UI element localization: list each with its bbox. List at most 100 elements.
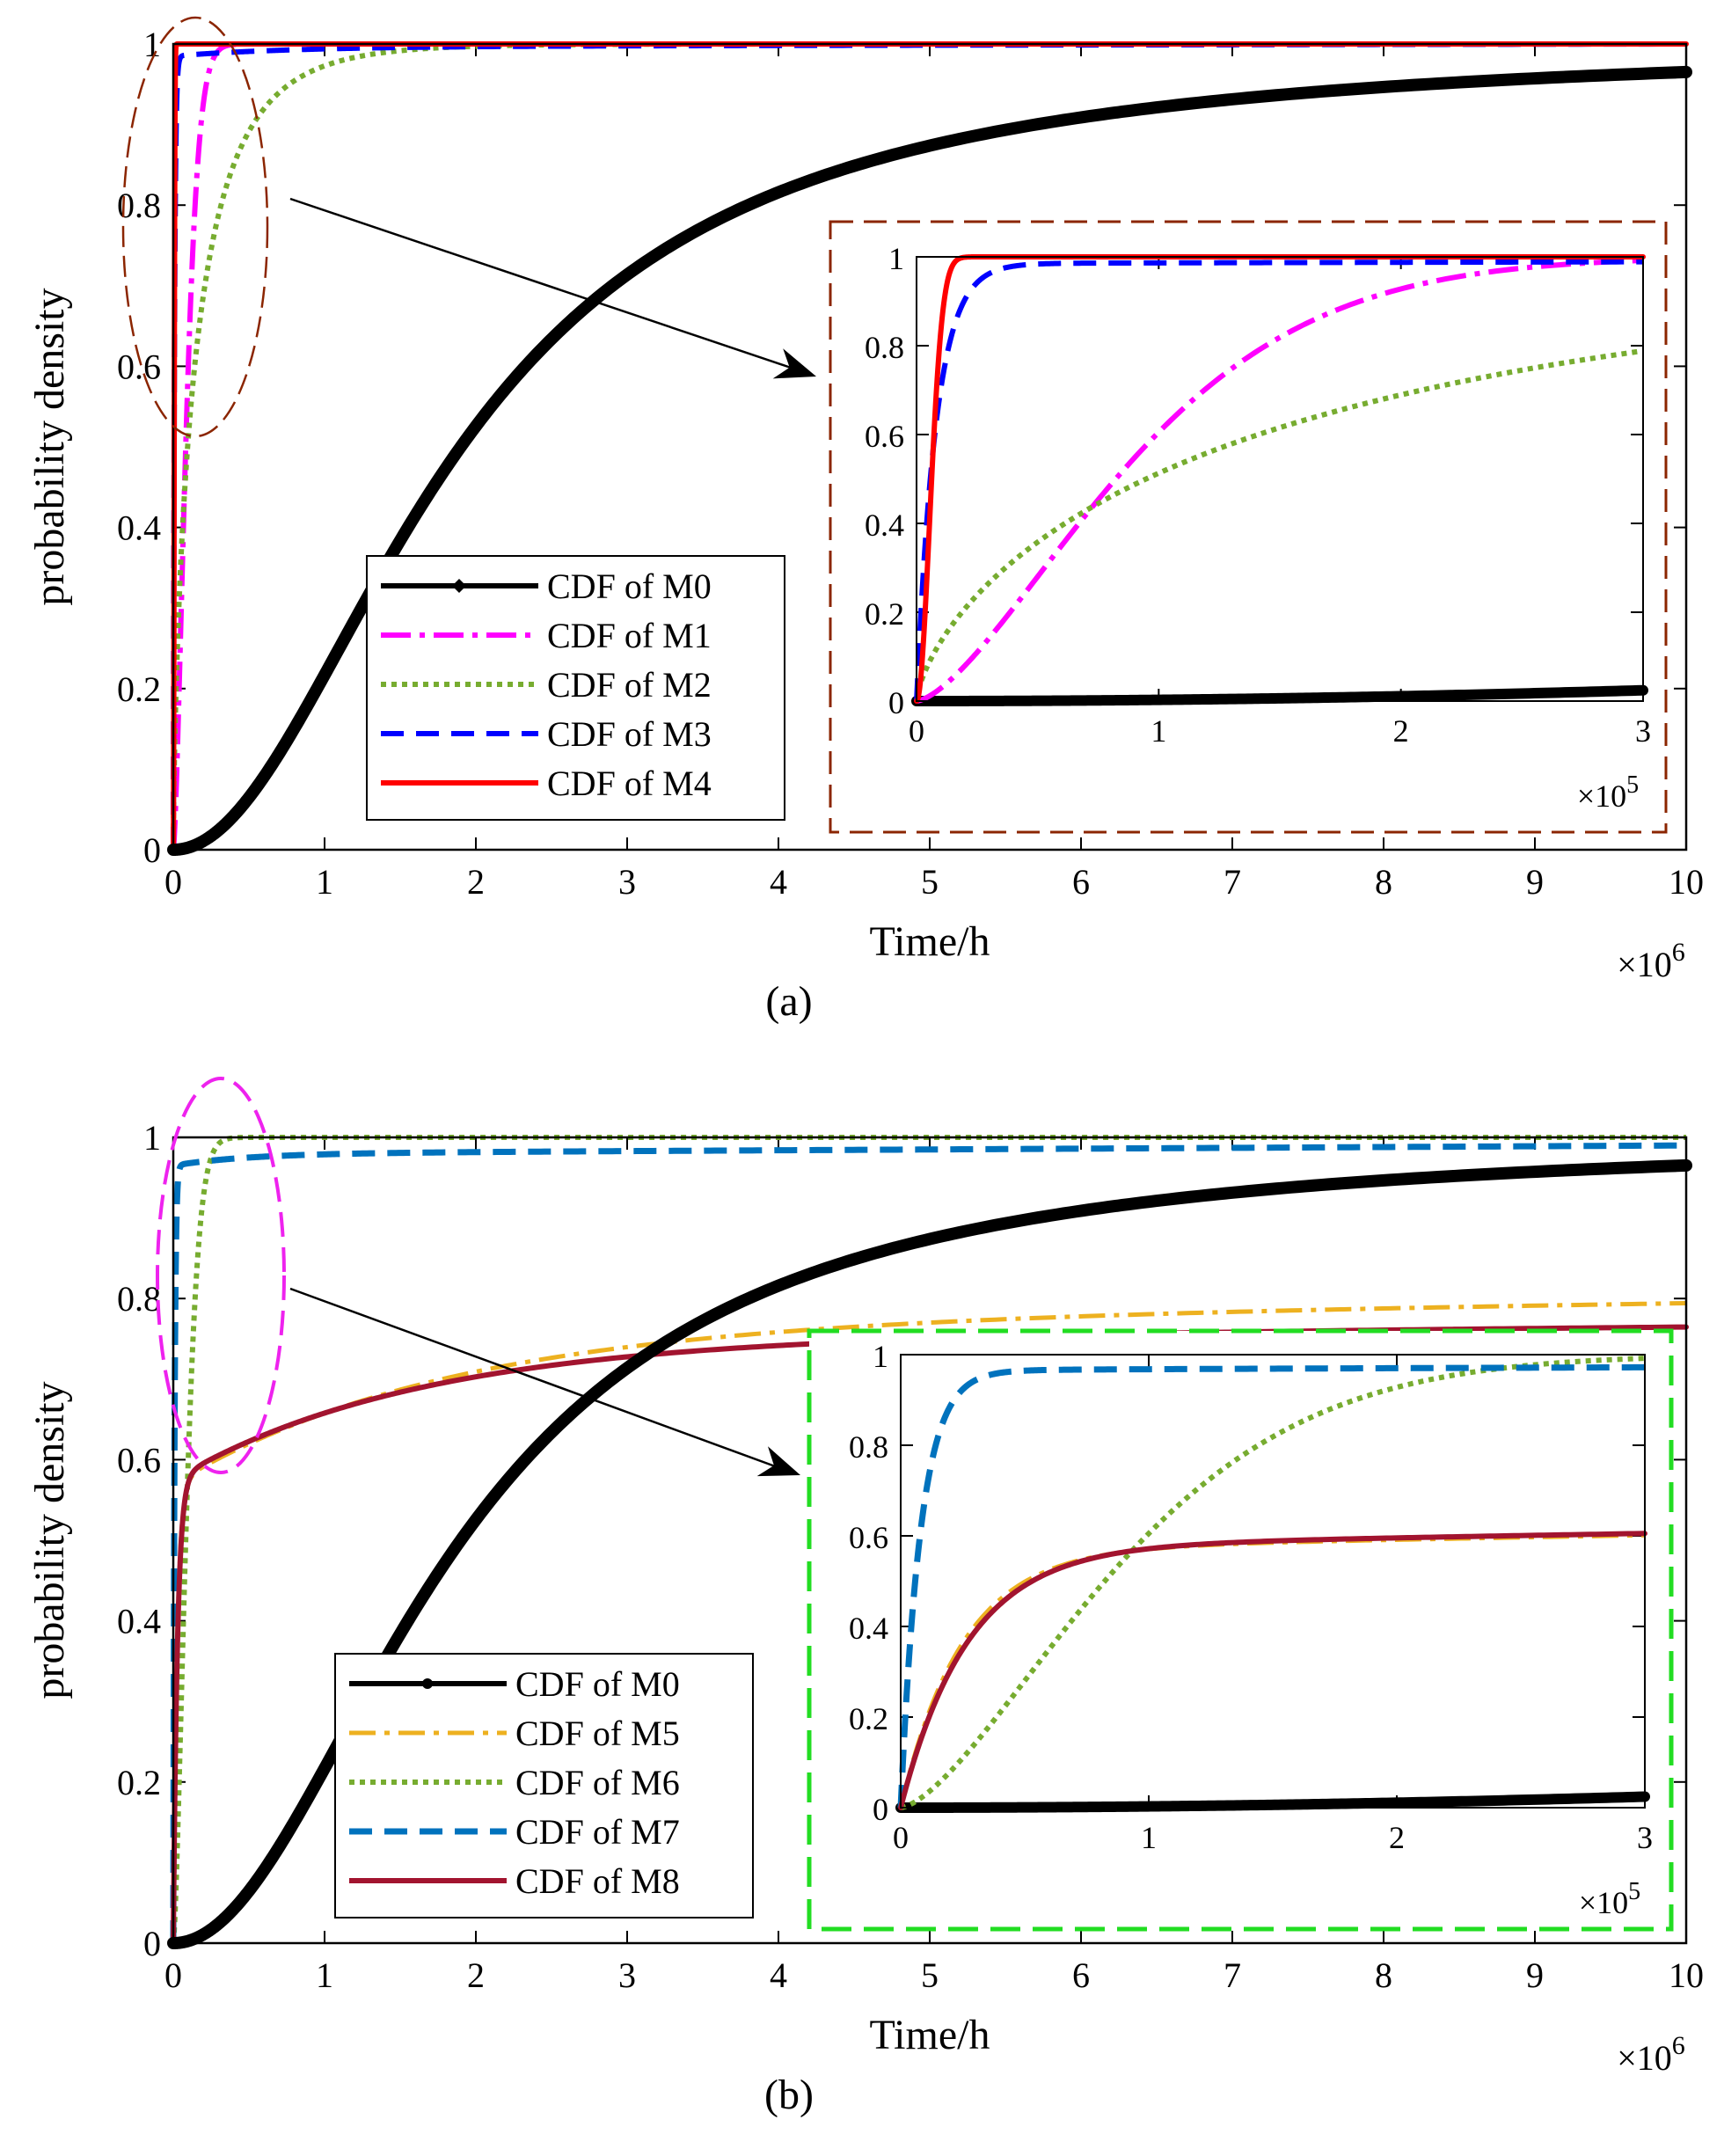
panel-b-x-multiplier: ×106: [1617, 2031, 1685, 2078]
panel-b-xtick-label: 5: [921, 1955, 939, 1995]
panel-a-highlight-ellipse: [121, 16, 269, 438]
panel-b-inset-ytick-label: 0.8: [849, 1429, 888, 1465]
panel-b-inset-axes-frame: [900, 1354, 1646, 1809]
panel-a-xtick-label: 4: [770, 862, 787, 902]
panel-b-zoom-arrow: [289, 1287, 778, 1469]
panel-a-ylabel: probability density: [26, 288, 73, 605]
panel-b-highlight-ellipse: [156, 1077, 286, 1474]
panel-b-xtick-label: 0: [164, 1955, 182, 1995]
panel-b-inset-ytick-label: 0.2: [849, 1701, 888, 1736]
panel-b-inset-series-cdf-of-m7: [897, 1363, 1646, 1811]
panel-b-ytick-label: 0.2: [117, 1763, 161, 1802]
panel-b-legend-label: CDF of M6: [515, 1763, 680, 1802]
panel-a-ytick-label: 0.4: [117, 508, 161, 548]
panel-a-ytick-label: 1: [143, 25, 161, 64]
panel-b-legend-label: CDF of M8: [515, 1861, 680, 1901]
panel-a-inset-series-cdf-of-m1: [914, 258, 1644, 704]
panel-b-ytick-label: 0.6: [117, 1440, 161, 1480]
panel-b-x-multiplier-exp: 6: [1672, 2031, 1685, 2060]
panel-b-xtick-label: 6: [1072, 1955, 1090, 1995]
panel-b-legend-marker: [422, 1678, 433, 1689]
panel-b-ytick-label: 0.4: [117, 1602, 161, 1641]
panel-a-inset-ytick-label: 0.4: [865, 508, 904, 543]
panel-b-ylabel: probability density: [26, 1381, 73, 1699]
panel-a-xtick-label: 5: [921, 862, 939, 902]
panel-b-legend-label: CDF of M7: [515, 1812, 680, 1852]
panel-a-xtick-label: 2: [467, 862, 485, 902]
panel-b-ytick-label: 1: [143, 1118, 161, 1158]
panel-a-xtick-label: 3: [618, 862, 636, 902]
panel-b-xtick-label: 4: [770, 1955, 787, 1995]
panel-b-axes-frame: [172, 1136, 1688, 1945]
panel-b-xtick-label: 9: [1526, 1955, 1544, 1995]
panel-a-zoom-arrow: [289, 197, 794, 370]
panel-a-inset-ytick-label: 0: [888, 685, 904, 720]
panel-a-zoom-arrowhead: [772, 348, 816, 379]
panel-b-inset-xtick-label: 1: [1141, 1820, 1157, 1855]
panel-b-xtick-label: 10: [1669, 1955, 1704, 1995]
panel-b-legend-box: [334, 1653, 754, 1918]
panel-b-inset-ytick-label: 0.4: [849, 1611, 888, 1646]
panel-b-xtick-label: 8: [1375, 1955, 1392, 1995]
panel-b-ytick-label: 0.8: [117, 1279, 161, 1319]
panel-a-legend-label: CDF of M2: [547, 665, 712, 705]
panel-b: 0 1 2 3 4 5 6 7 8 9 1000.20.40.60.81Time/hprobabil…: [26, 1077, 1704, 2118]
panel-b-zoom-arrowhead: [756, 1446, 800, 1477]
panel-a-xtick-label: 1: [316, 862, 333, 902]
panel-b-legend-label: CDF of M5: [515, 1714, 680, 1753]
panel-b-inset-ytick-label: 1: [873, 1339, 888, 1374]
panel-a-inset-xtick-label: 0: [909, 713, 924, 749]
panel-b-inset-x-multiplier-exp: 5: [1628, 1878, 1640, 1905]
panel-b-inset-plot-area: [901, 1355, 1645, 1808]
panel-a-xtick-label: 9: [1526, 862, 1544, 902]
panel-a-legend-label: CDF of M3: [547, 714, 712, 754]
panel-a-inset-xtick-label: 2: [1393, 713, 1409, 749]
panel-b-inset-series-cdf-of-m8: [898, 1531, 1647, 1810]
panel-a-legend-marker: [452, 579, 466, 593]
panel-b-series-cdf-of-m7: [170, 1142, 1687, 1947]
panel-a-xtick-label: 10: [1669, 862, 1704, 902]
panel-a-x-multiplier: ×106: [1617, 938, 1685, 984]
panel-a: 0 1 2 3 4 5 6 7 8 9 1000.20.40.60.81Time/hprobabil…: [26, 16, 1704, 1025]
panel-a-inset-ytick-label: 1: [888, 241, 904, 276]
panel-a-inset-ytick-label: 0.6: [865, 419, 904, 454]
panel-a-xtick-label: 6: [1072, 862, 1090, 902]
panel-b-inset-ytick-label: 0.6: [849, 1520, 888, 1555]
panel-b-xtick-label: 7: [1224, 1955, 1241, 1995]
panel-a-xtick-label: 8: [1375, 862, 1392, 902]
panel-b-xtick-label: 3: [618, 1955, 636, 1995]
panel-a-legend-label: CDF of M4: [547, 764, 712, 803]
panel-a-axes-frame: [172, 42, 1688, 851]
panel-a-inset-x-multiplier-exp: 5: [1626, 771, 1639, 799]
panel-a-legend-box: [366, 555, 785, 821]
panel-b-caption: (b): [764, 2072, 814, 2118]
panel-a-inset-xtick-label: 3: [1635, 713, 1651, 749]
panel-a-legend-label: CDF of M0: [547, 566, 712, 606]
panel-a-caption: (a): [765, 978, 812, 1025]
panel-b-ytick-label: 0: [143, 1924, 161, 1963]
panel-a-ytick-label: 0: [143, 830, 161, 870]
panel-a-inset-series-cdf-of-m3: [914, 259, 1644, 704]
panel-a-inset-axes-frame: [916, 256, 1644, 702]
panel-b-xlabel: Time/h: [870, 2012, 990, 2058]
panel-a-inset-ytick-label: 0.8: [865, 330, 904, 365]
panel-b-xtick-label: 2: [467, 1955, 485, 1995]
panel-a-xlabel: Time/h: [870, 918, 990, 965]
panel-b-legend-label: CDF of M0: [515, 1664, 680, 1704]
panel-a-xtick-label: 0: [164, 862, 182, 902]
panel-a-xtick-label: 7: [1224, 862, 1241, 902]
panel-a-inset-xtick-label: 1: [1151, 713, 1166, 749]
panel-b-inset-xtick-label: 0: [893, 1820, 909, 1855]
panel-a-x-multiplier-exp: 6: [1672, 938, 1685, 967]
panel-a-legend-label: CDF of M1: [547, 616, 712, 655]
panel-a-ytick-label: 0.2: [117, 669, 161, 709]
panel-a-inset-ytick-label: 0.2: [865, 596, 904, 632]
panel-b-inset-ytick-label: 0: [873, 1792, 888, 1827]
panel-b-xtick-label: 1: [316, 1955, 333, 1995]
panel-b-inset-xtick-label: 2: [1389, 1820, 1405, 1855]
panel-a-inset-plot-area: [917, 257, 1643, 701]
panel-b-inset-x-multiplier: ×105: [1579, 1878, 1640, 1920]
panel-b-inset-series-cdf-of-m6: [898, 1356, 1646, 1810]
panel-b-inset-xtick-label: 3: [1637, 1820, 1653, 1855]
